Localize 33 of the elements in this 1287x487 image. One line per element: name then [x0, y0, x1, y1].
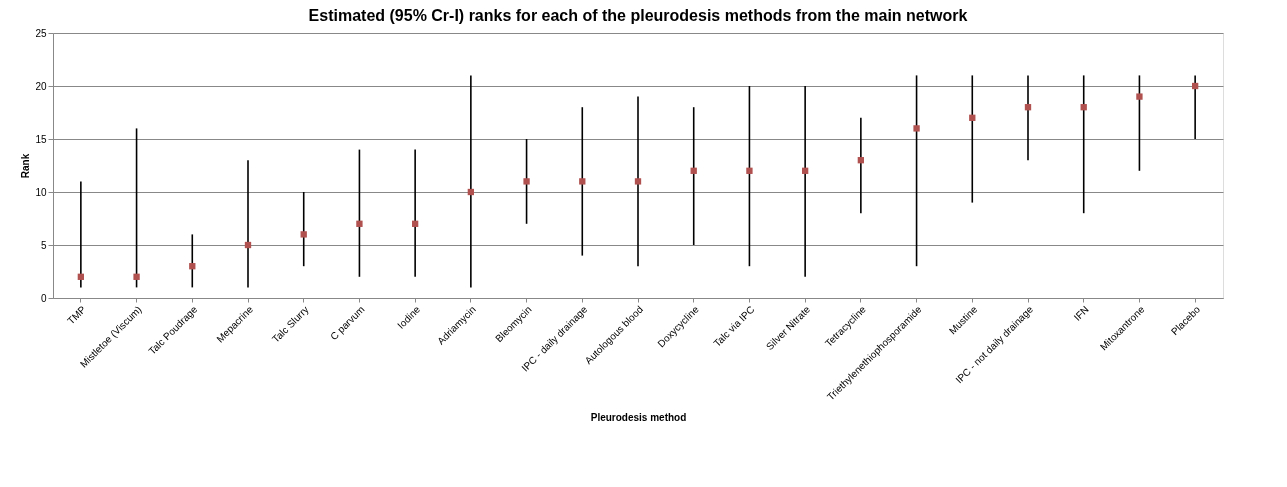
- chart-title: Estimated (95% Cr-I) ranks for each of the pleurodesis methods from the main network: [308, 7, 968, 24]
- point: [1136, 93, 1143, 100]
- point: [579, 178, 586, 185]
- point: [690, 167, 697, 174]
- y-tick-label: 10: [35, 186, 47, 198]
- point: [77, 273, 85, 280]
- point: [467, 188, 475, 196]
- x-tick-label: Talc via IPC: [711, 303, 757, 349]
- point: [523, 178, 530, 185]
- y-axis-title: Rank: [20, 153, 32, 179]
- y-tick-label: 20: [35, 80, 47, 92]
- point: [746, 167, 753, 174]
- x-tick-label: IFN: [1071, 303, 1091, 323]
- point: [913, 125, 920, 132]
- point: [356, 220, 363, 227]
- point: [244, 241, 252, 249]
- point: [1191, 82, 1199, 90]
- x-axis-title: Pleurodesis method: [590, 411, 687, 423]
- x-tick-label: TMP: [65, 303, 89, 327]
- point: [189, 263, 196, 270]
- point: [1080, 104, 1087, 111]
- point: [857, 157, 865, 164]
- point: [801, 167, 809, 174]
- y-tick-label: 15: [35, 133, 47, 145]
- point: [133, 273, 140, 280]
- point: [300, 231, 307, 238]
- point: [969, 114, 976, 121]
- y-tick-label: 5: [40, 239, 47, 251]
- point: [411, 220, 419, 227]
- point: [634, 178, 642, 185]
- point: [1024, 104, 1032, 111]
- y-tick-label: 0: [40, 292, 47, 304]
- y-tick-label: 25: [35, 27, 47, 39]
